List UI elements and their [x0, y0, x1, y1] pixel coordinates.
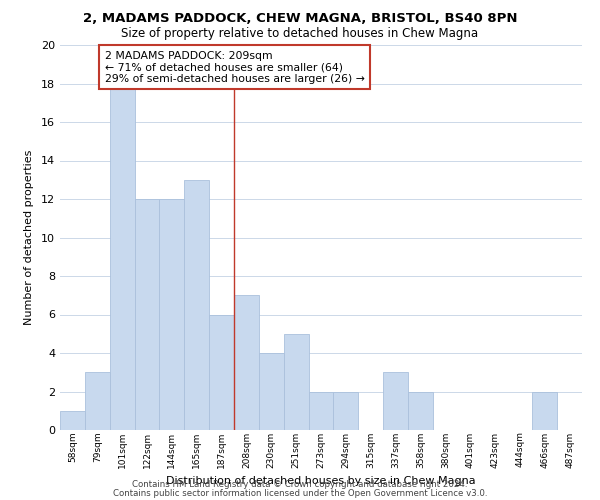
Bar — [408, 392, 433, 430]
Bar — [334, 392, 358, 430]
Text: Contains public sector information licensed under the Open Government Licence v3: Contains public sector information licen… — [113, 488, 487, 498]
Bar — [284, 334, 308, 430]
Bar — [383, 372, 408, 430]
Text: 2 MADAMS PADDOCK: 209sqm
← 71% of detached houses are smaller (64)
29% of semi-d: 2 MADAMS PADDOCK: 209sqm ← 71% of detach… — [105, 51, 365, 84]
Bar — [234, 295, 259, 430]
Bar — [85, 372, 110, 430]
Bar — [532, 392, 557, 430]
Bar — [259, 353, 284, 430]
Bar — [60, 411, 85, 430]
Bar — [308, 392, 334, 430]
Bar — [160, 199, 184, 430]
Text: Contains HM Land Registry data © Crown copyright and database right 2024.: Contains HM Land Registry data © Crown c… — [132, 480, 468, 489]
Y-axis label: Number of detached properties: Number of detached properties — [24, 150, 34, 325]
Bar — [134, 199, 160, 430]
Text: Size of property relative to detached houses in Chew Magna: Size of property relative to detached ho… — [121, 28, 479, 40]
Text: 2, MADAMS PADDOCK, CHEW MAGNA, BRISTOL, BS40 8PN: 2, MADAMS PADDOCK, CHEW MAGNA, BRISTOL, … — [83, 12, 517, 26]
Bar — [184, 180, 209, 430]
Bar — [110, 84, 134, 430]
X-axis label: Distribution of detached houses by size in Chew Magna: Distribution of detached houses by size … — [166, 476, 476, 486]
Bar — [209, 314, 234, 430]
